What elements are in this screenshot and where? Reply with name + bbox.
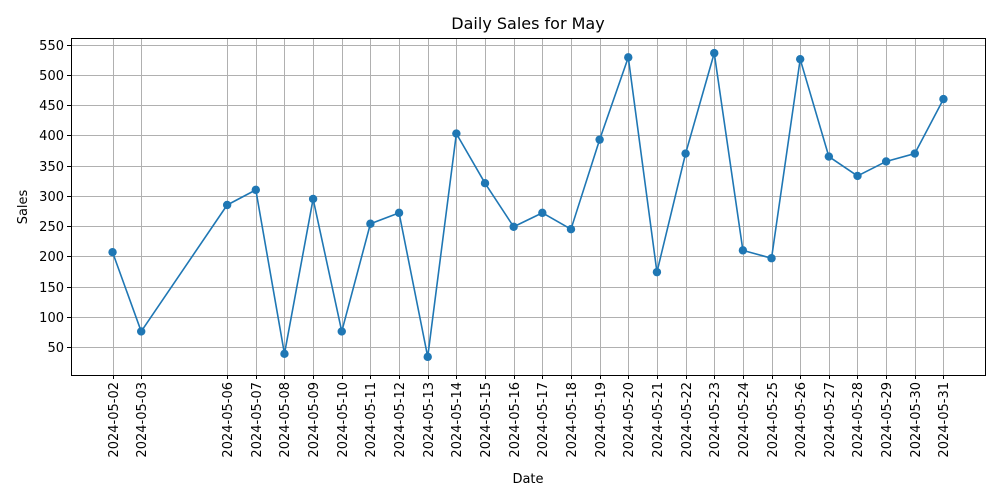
y-tick-label: 550 (39, 39, 64, 54)
x-tick-label: 2024-05-25 (766, 382, 781, 458)
y-tick-label: 450 (39, 99, 64, 114)
x-tick-label: 2024-05-20 (622, 382, 637, 458)
data-point (222, 200, 232, 210)
x-tick-label: 2024-05-30 (909, 382, 924, 458)
data-point (280, 349, 289, 359)
x-tick-label: 2024-05-22 (680, 382, 695, 458)
x-tick-label: 2024-05-26 (794, 382, 809, 458)
x-tick-label: 2024-05-10 (336, 382, 351, 458)
series-line (111, 52, 945, 358)
data-point (452, 129, 461, 138)
y-tick-label: 100 (39, 311, 64, 326)
x-tick-label: 2024-05-23 (708, 382, 723, 458)
x-tick-label: 2024-05-14 (450, 382, 465, 458)
x-tick-label: 2024-05-08 (278, 382, 293, 458)
data-point (624, 53, 633, 62)
y-tick-label: 250 (39, 220, 64, 235)
x-tick-label: 2024-05-19 (594, 382, 609, 458)
grid-layer (71, 38, 985, 375)
x-tick-label: 2024-05-02 (107, 382, 122, 458)
data-point (394, 208, 404, 218)
x-tick-label: 2024-05-16 (508, 382, 523, 458)
data-point (681, 149, 690, 158)
x-tick-label: 2024-05-13 (422, 382, 437, 458)
y-tick-label: 400 (39, 129, 64, 144)
y-tick-label: 50 (47, 341, 64, 356)
data-point (538, 208, 547, 218)
data-point (738, 246, 748, 255)
plot-area-frame (71, 38, 986, 376)
x-tick-label: 2024-05-28 (851, 382, 866, 458)
x-tick-label: 2024-05-09 (307, 382, 322, 458)
data-point (509, 222, 518, 231)
x-tick-label: 2024-05-18 (565, 382, 580, 458)
data-point (595, 135, 604, 144)
x-tick-label: 2024-05-15 (479, 382, 494, 458)
y-tick-label: 350 (39, 160, 64, 175)
data-point (853, 171, 862, 181)
x-tick-label: 2024-05-31 (937, 382, 952, 458)
x-tick-label: 2024-05-06 (221, 382, 236, 458)
x-tick-label: 2024-05-17 (536, 382, 551, 458)
x-tick-label: 2024-05-11 (364, 382, 379, 458)
y-tick-label: 200 (39, 250, 64, 265)
chart-title: Daily Sales for May (451, 14, 604, 33)
series-layer (108, 48, 948, 362)
data-point (910, 149, 919, 158)
data-point (137, 327, 146, 336)
y-axis-label: Sales (16, 189, 31, 224)
data-point (824, 152, 834, 161)
data-point (251, 185, 261, 195)
x-tick-label: 2024-05-24 (737, 382, 752, 458)
y-tick-label: 150 (39, 281, 64, 296)
data-point (795, 54, 805, 64)
data-point (652, 267, 662, 277)
y-tick-label: 300 (39, 190, 64, 205)
data-point (337, 327, 346, 336)
x-tick-label: 2024-05-29 (880, 382, 895, 458)
data-point (366, 219, 375, 228)
x-tick-label: 2024-05-27 (823, 382, 838, 458)
data-point (480, 179, 490, 188)
y-tick-label: 500 (39, 69, 64, 84)
x-tick-label: 2024-05-21 (651, 382, 666, 458)
x-axis-label: Date (512, 472, 543, 487)
data-point (108, 247, 117, 257)
data-point (767, 254, 776, 263)
data-point (423, 352, 432, 362)
data-point (939, 94, 948, 104)
data-point (710, 48, 719, 58)
data-point (308, 194, 318, 204)
x-tick-label: 2024-05-07 (250, 382, 265, 458)
x-tick-label: 2024-05-03 (135, 382, 150, 458)
data-point (566, 224, 576, 234)
axes: 50 100 150 200 250 300 350 400 450 500 550 2024-05-… (39, 39, 952, 458)
data-point (881, 157, 891, 166)
x-tick-label: 2024-05-12 (393, 382, 408, 458)
